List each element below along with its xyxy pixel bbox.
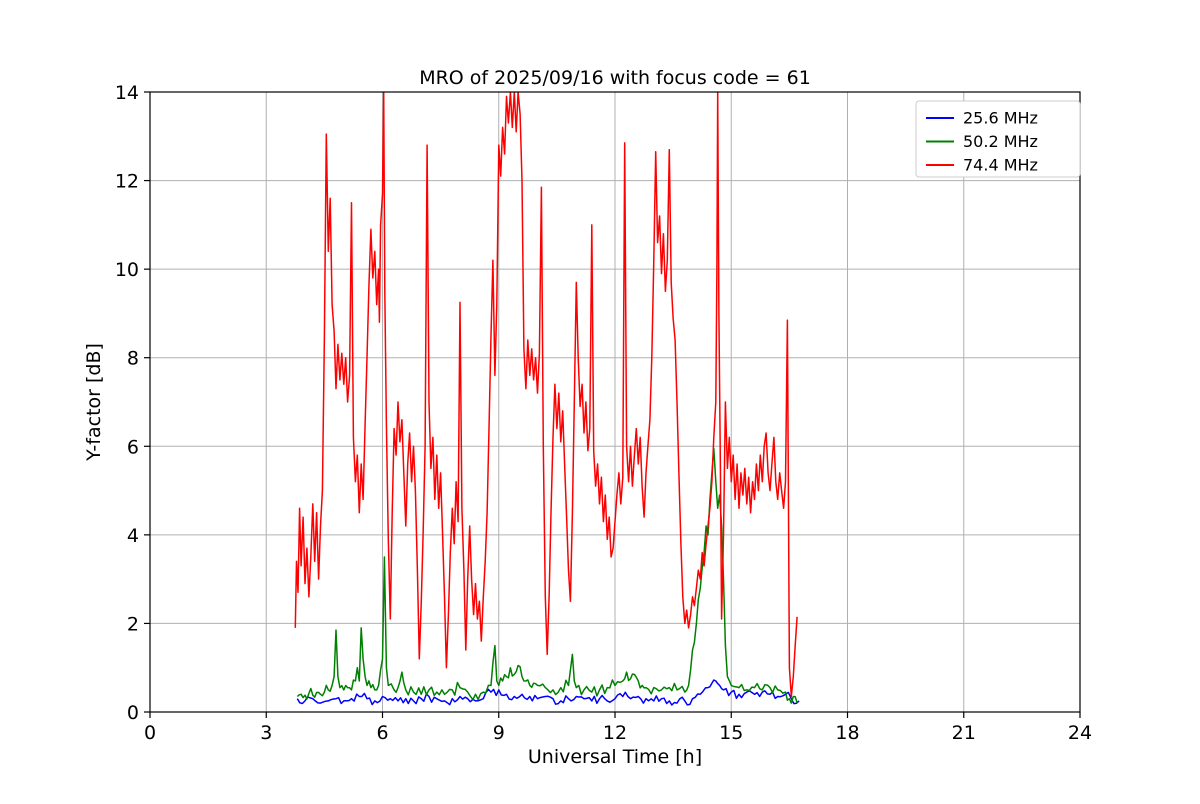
- y-tick-label: 4: [127, 525, 139, 547]
- x-tick-label: 21: [952, 722, 976, 744]
- grid-layer: [149, 91, 1081, 713]
- y-tick-label: 10: [115, 259, 139, 281]
- x-tick-label: 6: [376, 722, 388, 744]
- legend-frame: [915, 100, 1081, 178]
- x-tick-label: 3: [260, 722, 272, 744]
- legend-label-74-4-mhz: 74.4 MHz: [963, 156, 1038, 175]
- y-tick-label: 6: [127, 436, 139, 458]
- x-tick-label: 24: [1068, 722, 1092, 744]
- plot-border: [149, 91, 1081, 713]
- series-line-25-6-mhz: [296, 679, 800, 706]
- y-tick-label: 0: [127, 702, 139, 724]
- legend-label-25-6-mhz: 25.6 MHz: [963, 109, 1038, 128]
- y-tick-label: 12: [115, 171, 139, 193]
- y-tick-label: 14: [115, 82, 139, 104]
- legend-box: 25.6 MHz 50.2 MHz 74.4 MHz: [915, 100, 1081, 178]
- series-layer: [294, 92, 800, 706]
- x-tick-label: 12: [603, 722, 627, 744]
- x-tick-label: 9: [493, 722, 505, 744]
- x-axis-label: Universal Time [h]: [528, 746, 702, 768]
- chart-title: MRO of 2025/09/16 with focus code = 61: [419, 67, 811, 89]
- y-tick-label: 8: [127, 348, 139, 370]
- series-line-74-4-mhz: [294, 92, 798, 698]
- x-tick-label: 0: [144, 722, 156, 744]
- y-tick-label: 2: [127, 613, 139, 635]
- legend-label-50-2-mhz: 50.2 MHz: [963, 132, 1038, 151]
- y-axis-label: Y-factor [dB]: [83, 343, 105, 462]
- x-tick-label: 15: [719, 722, 743, 744]
- x-tick-label: 18: [835, 722, 859, 744]
